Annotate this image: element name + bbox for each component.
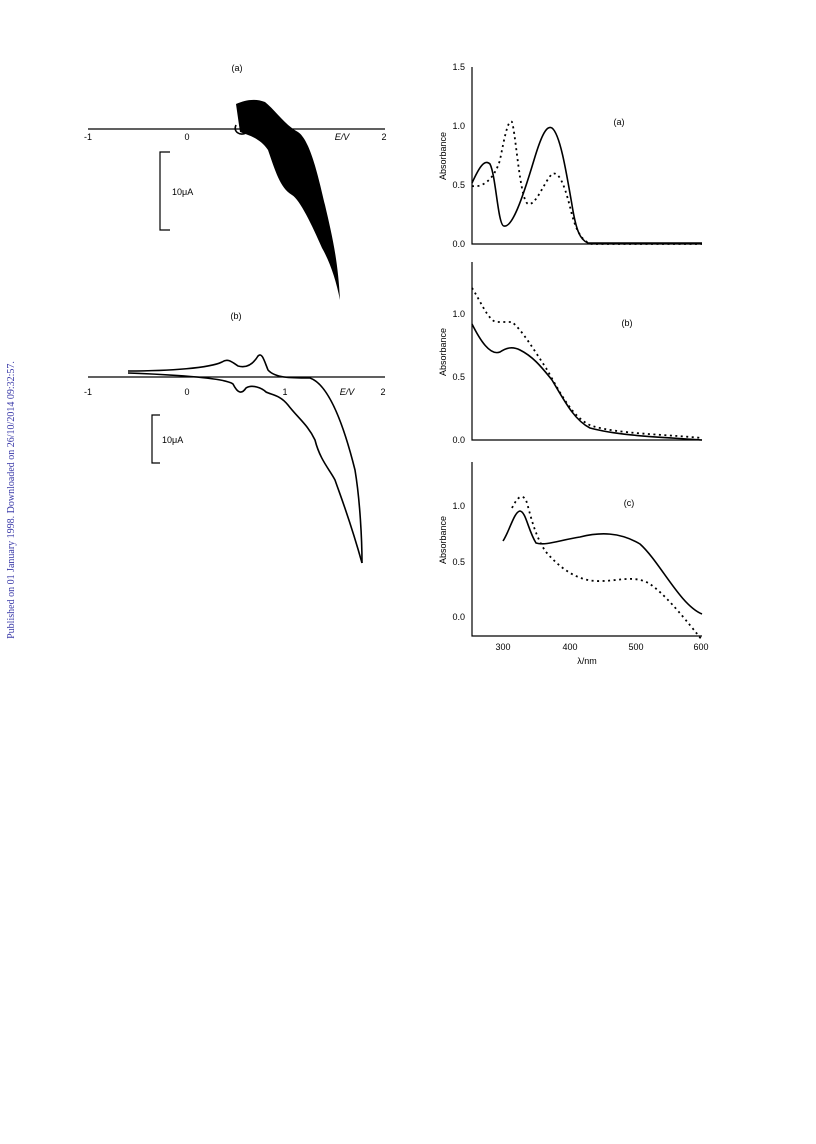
spectrum-curve bbox=[471, 323, 703, 441]
tick-label: 1.0 bbox=[452, 501, 465, 511]
cv-a: (a) -1 0 2 E/V 10μA bbox=[84, 63, 387, 300]
spectrum-b: (b) 0.0 0.5 1.0 bbox=[452, 262, 703, 445]
scale-label: 10μA bbox=[172, 187, 193, 197]
tick-label: 1.0 bbox=[452, 121, 465, 131]
tick-label: 0.0 bbox=[452, 612, 465, 622]
tick-label: 300 bbox=[495, 642, 510, 652]
tick-label: 1 bbox=[282, 387, 287, 397]
panel-label: (b) bbox=[231, 311, 242, 321]
panel-label: (a) bbox=[614, 117, 625, 127]
tick-label: 0.5 bbox=[452, 372, 465, 382]
cv-curve bbox=[236, 99, 340, 300]
spectrum-a: (a) 0.0 0.5 1.0 1.5 bbox=[452, 62, 702, 249]
tick-label: -1 bbox=[84, 132, 92, 142]
tick-label: -1 bbox=[84, 387, 92, 397]
axis-label: E/V bbox=[335, 132, 351, 142]
scale-bar bbox=[151, 414, 160, 464]
tick-label: 2 bbox=[380, 387, 385, 397]
tick-label: 400 bbox=[562, 642, 577, 652]
tick-label: 0.0 bbox=[452, 239, 465, 249]
spectrum-curve bbox=[471, 287, 703, 439]
axis-label: E/V bbox=[340, 387, 356, 397]
x-axis-label: λ/nm bbox=[577, 656, 597, 666]
panel-label: (a) bbox=[232, 63, 243, 73]
tick-label: 0 bbox=[184, 132, 189, 142]
spectrum-c: (c) 0.0 0.5 1.0 300 400 500 600 λ/nm bbox=[452, 462, 709, 666]
tick-label: 500 bbox=[628, 642, 643, 652]
cv-b: (b) -1 0 1 2 E/V 10μA bbox=[84, 311, 386, 564]
axes bbox=[471, 462, 702, 637]
tick-label: 0.0 bbox=[452, 435, 465, 445]
axes bbox=[471, 67, 702, 245]
y-axis-label: Absorbance bbox=[438, 132, 448, 180]
y-axis-label: Absorbance bbox=[438, 516, 448, 564]
panel-label: (b) bbox=[622, 318, 633, 328]
tick-label: 0.5 bbox=[452, 180, 465, 190]
y-axis-label: Absorbance bbox=[438, 328, 448, 376]
scale-bar bbox=[159, 151, 170, 231]
tick-label: 1.0 bbox=[452, 309, 465, 319]
cv-curve bbox=[127, 354, 363, 564]
tick-label: 2 bbox=[381, 132, 386, 142]
tick-label: 600 bbox=[693, 642, 708, 652]
cv-curve bbox=[127, 372, 363, 564]
spectrum-curve bbox=[502, 510, 703, 615]
side-note: Published on 01 January 1998. Downloaded… bbox=[6, 361, 17, 639]
tick-label: 0.5 bbox=[452, 557, 465, 567]
cv-curve bbox=[234, 124, 247, 135]
spectrum-curve bbox=[471, 126, 702, 244]
panel-label: (c) bbox=[624, 498, 635, 508]
tick-label: 1.5 bbox=[452, 62, 465, 72]
tick-label: 0 bbox=[184, 387, 189, 397]
spectrum-curve bbox=[511, 495, 703, 641]
axes bbox=[471, 262, 702, 441]
scale-label: 10μA bbox=[162, 435, 183, 445]
